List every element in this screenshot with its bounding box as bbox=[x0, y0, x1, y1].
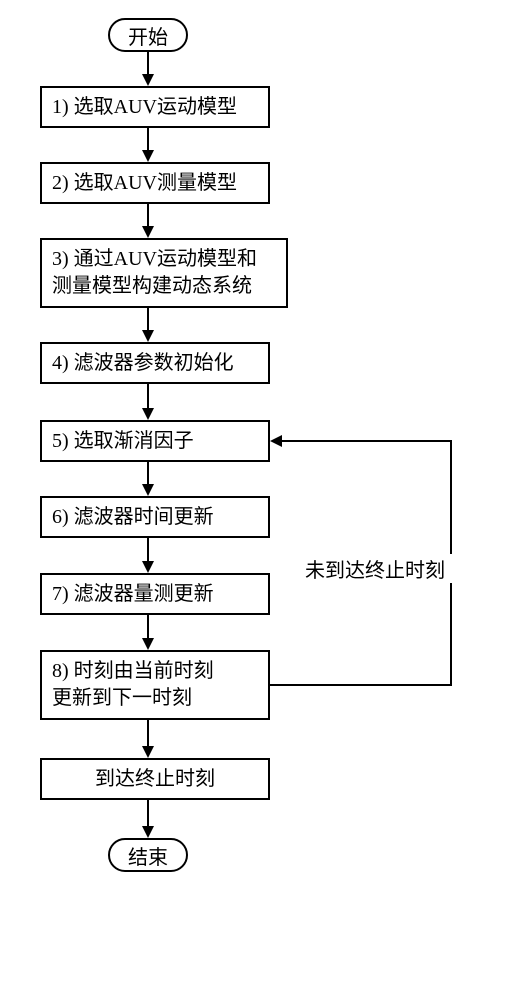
step2-label: 2) 选取AUV测量模型 bbox=[52, 170, 237, 197]
arrow-5-6 bbox=[142, 484, 154, 496]
step6-label: 6) 滤波器时间更新 bbox=[52, 504, 214, 531]
arrow-9-end bbox=[142, 826, 154, 838]
edge-1-2 bbox=[147, 128, 149, 150]
step6-node: 6) 滤波器时间更新 bbox=[40, 496, 270, 538]
step9-node: 到达终止时刻 bbox=[40, 758, 270, 800]
start-label: 开始 bbox=[128, 21, 168, 50]
arrow-7-8 bbox=[142, 638, 154, 650]
arrow-2-3 bbox=[142, 226, 154, 238]
step7-node: 7) 滤波器量测更新 bbox=[40, 573, 270, 615]
edge-5-6 bbox=[147, 462, 149, 484]
loop-h-out bbox=[270, 684, 452, 686]
arrow-3-4 bbox=[142, 330, 154, 342]
step5-label: 5) 选取渐消因子 bbox=[52, 428, 194, 455]
step8-label: 8) 时刻由当前时刻 更新到下一时刻 bbox=[52, 658, 214, 712]
arrow-loop bbox=[270, 435, 282, 447]
step8-node: 8) 时刻由当前时刻 更新到下一时刻 bbox=[40, 650, 270, 720]
arrow-start-step1 bbox=[142, 74, 154, 86]
end-label: 结束 bbox=[128, 841, 168, 870]
arrow-1-2 bbox=[142, 150, 154, 162]
loop-label-text: 未到达终止时刻 bbox=[305, 560, 445, 582]
step3-label: 3) 通过AUV运动模型和 测量模型构建动态系统 bbox=[52, 246, 257, 300]
flowchart-container: 开始 1) 选取AUV运动模型 2) 选取AUV测量模型 3) 通过AUV运动模… bbox=[0, 0, 517, 1000]
step4-label: 4) 滤波器参数初始化 bbox=[52, 350, 234, 377]
edge-start-step1 bbox=[147, 52, 149, 74]
step1-label: 1) 选取AUV运动模型 bbox=[52, 94, 237, 121]
step3-node: 3) 通过AUV运动模型和 测量模型构建动态系统 bbox=[40, 238, 288, 308]
step9-label: 到达终止时刻 bbox=[95, 766, 215, 793]
arrow-8-9 bbox=[142, 746, 154, 758]
edge-3-4 bbox=[147, 308, 149, 330]
edge-7-8 bbox=[147, 615, 149, 638]
edge-2-3 bbox=[147, 204, 149, 226]
step5-node: 5) 选取渐消因子 bbox=[40, 420, 270, 462]
edge-9-end bbox=[147, 800, 149, 826]
edge-8-9 bbox=[147, 720, 149, 746]
start-node: 开始 bbox=[108, 18, 188, 52]
end-node: 结束 bbox=[108, 838, 188, 872]
step1-node: 1) 选取AUV运动模型 bbox=[40, 86, 270, 128]
step7-label: 7) 滤波器量测更新 bbox=[52, 581, 214, 608]
arrow-6-7 bbox=[142, 561, 154, 573]
loop-h-in bbox=[282, 440, 452, 442]
arrow-4-5 bbox=[142, 408, 154, 420]
loop-label: 未到达终止时刻 bbox=[295, 554, 455, 583]
step4-node: 4) 滤波器参数初始化 bbox=[40, 342, 270, 384]
edge-6-7 bbox=[147, 538, 149, 561]
edge-4-5 bbox=[147, 384, 149, 408]
step2-node: 2) 选取AUV测量模型 bbox=[40, 162, 270, 204]
